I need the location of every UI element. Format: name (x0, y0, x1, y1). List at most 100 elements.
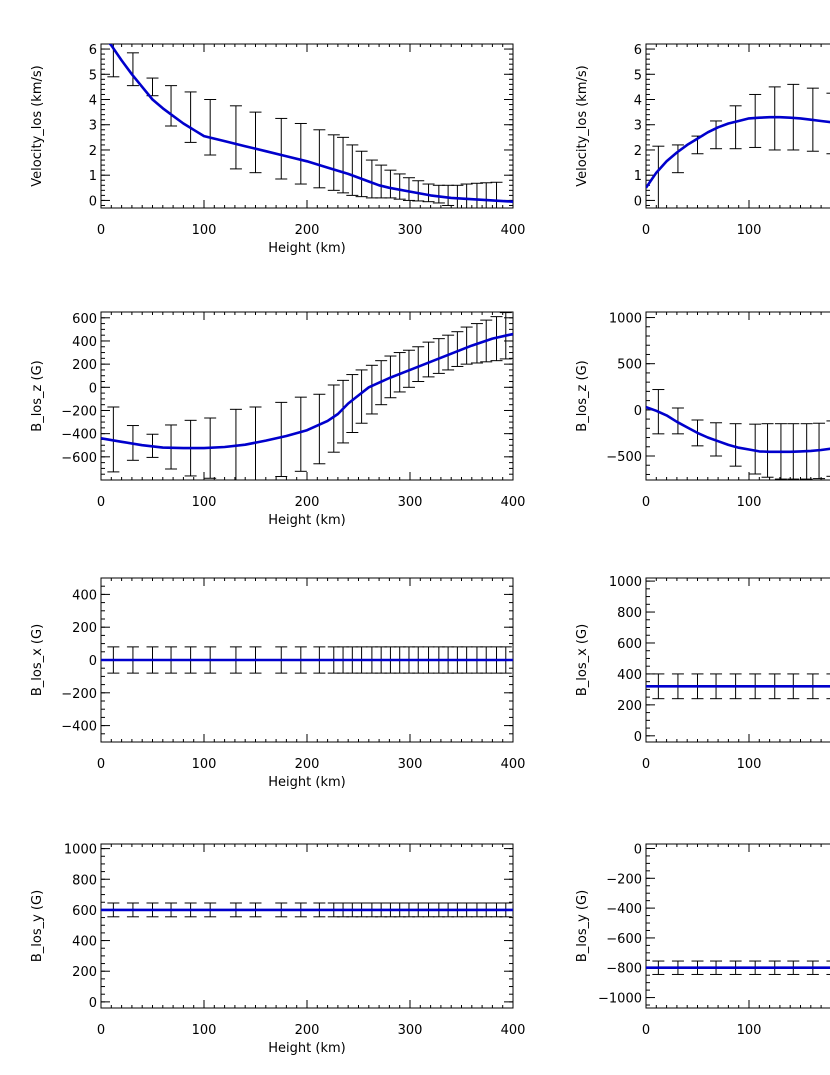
error-bar (165, 85, 178, 127)
error-bar (327, 384, 340, 453)
y-tick-label: 0 (89, 654, 97, 669)
panel-8: 01000−200−400−600−800−1000HeightB_los_y … (575, 842, 830, 1038)
plot-frame (100, 843, 514, 1009)
y-tick-label: 600 (72, 312, 97, 327)
x-tick-label: 100 (192, 757, 217, 772)
error-bar (432, 184, 445, 204)
x-axis-label: Height (km) (268, 241, 345, 256)
x-tick-label: 300 (398, 223, 423, 238)
y-tick-label: −400 (61, 720, 97, 735)
error-bar (249, 111, 262, 174)
series-area (101, 902, 513, 918)
y-tick-label: −400 (606, 902, 642, 917)
y-tick-label: 6 (634, 43, 642, 58)
y-tick-label: 1 (89, 169, 97, 184)
y-tick-label: 600 (617, 637, 642, 652)
y-tick-label: 6 (89, 43, 97, 58)
y-tick-label: 5 (89, 68, 97, 83)
error-bar (126, 52, 139, 87)
y-axis-label: B_los_y (G) (30, 890, 45, 962)
error-bar (365, 364, 378, 415)
error-bar (749, 93, 762, 148)
y-tick-label: 1000 (609, 575, 642, 590)
error-bar (327, 134, 340, 191)
panel-1: 0 100 200 300 400 0 1 2 3 4 5 6 Height (km) Velocity_… (30, 43, 526, 256)
error-bar (432, 338, 445, 374)
y-tick-label: 200 (617, 699, 642, 714)
error-bar (442, 184, 455, 206)
x-tick-label: 400 (501, 223, 526, 238)
y-tick-label: 400 (72, 588, 97, 603)
y-axis-label: B_los_x (G) (30, 624, 45, 696)
x-tick-label: 200 (295, 1023, 320, 1038)
y-tick-label: 0 (634, 842, 642, 857)
series-area (646, 389, 830, 480)
x-tick-label: 200 (295, 495, 320, 510)
series-area (101, 312, 513, 480)
x-tick-label: 200 (295, 757, 320, 772)
x-tick-label: 0 (642, 1023, 650, 1038)
plot-frame (100, 311, 514, 481)
y-tick-label: 400 (617, 668, 642, 683)
error-bar (294, 396, 307, 472)
x-tick-label: 400 (501, 1023, 526, 1038)
error-bar (826, 673, 830, 700)
error-bar (204, 99, 217, 156)
y-tick-label: −600 (61, 451, 97, 466)
x-axis-label: Height (km) (268, 775, 345, 790)
x-tick-label: 300 (398, 495, 423, 510)
error-bar (671, 144, 684, 174)
series-line (646, 115, 830, 189)
x-tick-label: 0 (97, 495, 105, 510)
error-bar (652, 145, 665, 208)
y-tick-label: −1000 (598, 992, 642, 1007)
error-bar (442, 334, 455, 371)
error-bar (402, 349, 415, 388)
error-bar (412, 346, 425, 383)
error-bar (355, 369, 368, 424)
x-tick-label: 0 (97, 223, 105, 238)
error-bar (346, 374, 359, 433)
y-tick-label: 800 (72, 873, 97, 888)
x-tick-label: 0 (642, 495, 650, 510)
plot-frame (645, 843, 830, 1009)
y-tick-label: 0 (89, 381, 97, 396)
y-axis-label: Velocity_los (km/s) (575, 65, 590, 186)
plot-frame (645, 43, 830, 209)
error-bar (422, 341, 435, 378)
error-bar (275, 401, 288, 478)
y-tick-label: −800 (606, 962, 642, 977)
x-tick-label: 0 (642, 223, 650, 238)
series-area (646, 960, 830, 975)
y-axis-label: B_los_z (G) (575, 360, 590, 431)
y-tick-label: 5 (634, 68, 642, 83)
y-tick-label: 500 (617, 358, 642, 373)
series-line (646, 405, 830, 454)
y-tick-label: −200 (61, 404, 97, 419)
error-bar (313, 129, 326, 189)
error-bar (229, 105, 242, 170)
x-tick-label: 300 (398, 757, 423, 772)
error-bar (451, 331, 464, 367)
x-tick-label: 100 (192, 1023, 217, 1038)
y-axis-label: Velocity_los (km/s) (30, 65, 45, 186)
error-bar (826, 420, 830, 477)
y-tick-label: 0 (634, 730, 642, 745)
y-tick-label: 4 (634, 94, 642, 109)
y-tick-label: −200 (61, 687, 97, 702)
y-tick-label: 0 (634, 194, 642, 209)
x-tick-label: 100 (192, 495, 217, 510)
error-bar (710, 120, 723, 150)
error-bar (346, 144, 359, 196)
error-bar (451, 184, 464, 208)
x-tick-label: 100 (737, 757, 762, 772)
y-tick-label: 2 (89, 144, 97, 159)
x-tick-label: 0 (97, 757, 105, 772)
plot-frame (645, 577, 830, 743)
error-bar (412, 180, 425, 202)
series-area (646, 673, 830, 700)
x-tick-label: 0 (642, 757, 650, 772)
y-tick-label: 2 (634, 144, 642, 159)
y-axis-label: B_los_y (G) (575, 890, 590, 962)
